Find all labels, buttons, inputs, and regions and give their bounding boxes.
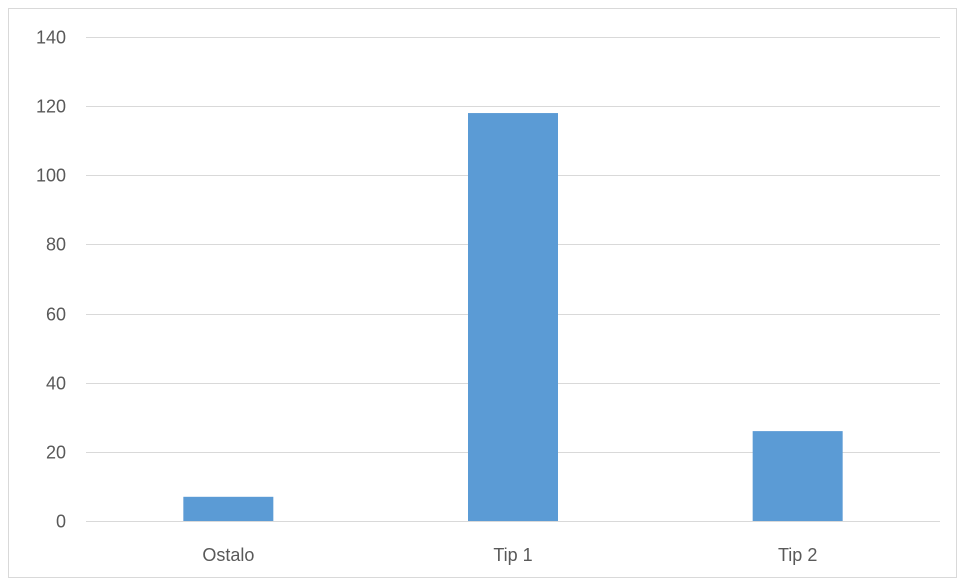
bar-ostalo: [183, 496, 274, 521]
x-tick-label: Tip 1: [493, 545, 532, 565]
x-axis-ticks: Ostalo Tip 1 Tip 2: [202, 545, 817, 565]
y-tick-label: 80: [46, 235, 66, 255]
y-tick-label: 40: [46, 374, 66, 394]
y-axis-ticks: 0 20 40 60 80 100 120 140: [36, 28, 66, 532]
y-tick-label: 120: [36, 97, 66, 117]
y-tick-label: 100: [36, 166, 66, 186]
x-tick-label: Tip 2: [778, 545, 817, 565]
bar-tip-2: [752, 431, 843, 521]
bar-tip-1: [468, 113, 558, 522]
y-tick-label: 60: [46, 305, 66, 325]
y-tick-label: 140: [36, 28, 66, 48]
x-tick-label: Ostalo: [202, 545, 254, 565]
y-tick-label: 20: [46, 443, 66, 463]
bars: [183, 113, 843, 522]
y-tick-label: 0: [56, 512, 66, 532]
